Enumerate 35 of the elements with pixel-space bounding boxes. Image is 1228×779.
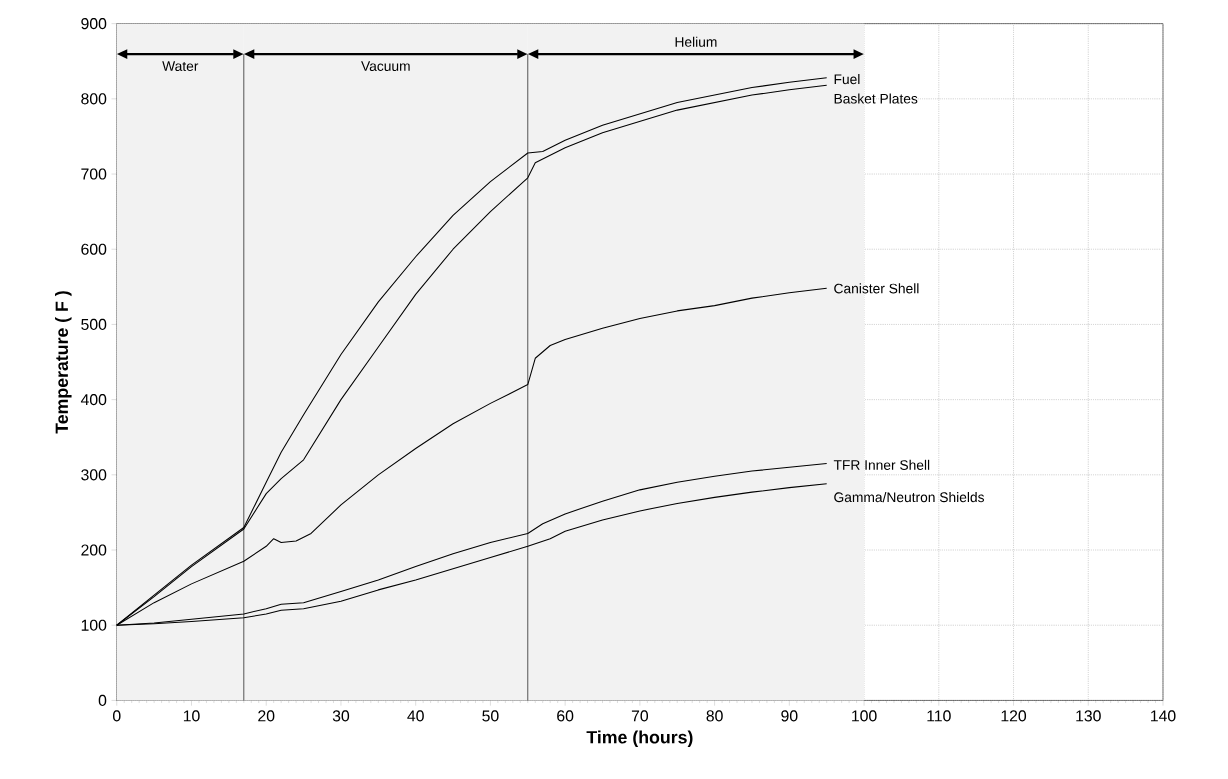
x-tick-label: 120 bbox=[1001, 710, 1027, 722]
series-label: TFR Inner Shell bbox=[833, 459, 930, 470]
y-tick-label: 200 bbox=[81, 544, 107, 556]
x-tick-label: 140 bbox=[1151, 710, 1176, 722]
x-tick-label: 30 bbox=[332, 710, 350, 722]
x-tick-label: 110 bbox=[927, 710, 951, 722]
y-tick-label: 800 bbox=[81, 93, 107, 105]
x-tick-label: 20 bbox=[258, 710, 275, 722]
series-label: Fuel bbox=[834, 73, 860, 85]
x-tick-label: 40 bbox=[407, 710, 424, 722]
y-tick-label: 700 bbox=[81, 168, 107, 180]
x-tick-label: 10 bbox=[183, 710, 200, 722]
series-label: Canister Shell bbox=[834, 283, 919, 294]
band-label: Water bbox=[162, 61, 199, 71]
y-axis-title: Temperature ( F ) bbox=[55, 291, 72, 434]
x-axis-title: Time (hours) bbox=[586, 730, 693, 747]
y-tick-label: 300 bbox=[81, 469, 107, 481]
x-tick-label: 130 bbox=[1076, 710, 1101, 722]
y-tick-label: 500 bbox=[81, 318, 107, 330]
x-tick-label: 80 bbox=[706, 710, 723, 722]
band-label: Helium bbox=[675, 36, 717, 47]
y-tick-label: 0 bbox=[98, 694, 107, 706]
band-label: Vacuum bbox=[361, 61, 410, 71]
series-label: Gamma/Neutron Shields bbox=[834, 491, 984, 503]
x-tick-label: 100 bbox=[852, 710, 877, 722]
x-tick-label: 90 bbox=[781, 710, 798, 722]
y-tick-label: 400 bbox=[80, 393, 107, 406]
series-label: Basket Plates bbox=[834, 93, 918, 104]
x-tick-label: 0 bbox=[113, 710, 121, 722]
x-tick-label: 60 bbox=[557, 710, 574, 722]
x-tick-label: 70 bbox=[631, 710, 649, 722]
y-tick-label: 900 bbox=[81, 17, 107, 30]
x-tick-label: 50 bbox=[482, 710, 499, 722]
y-tick-label: 600 bbox=[81, 243, 107, 255]
y-tick-label: 100 bbox=[81, 619, 107, 631]
